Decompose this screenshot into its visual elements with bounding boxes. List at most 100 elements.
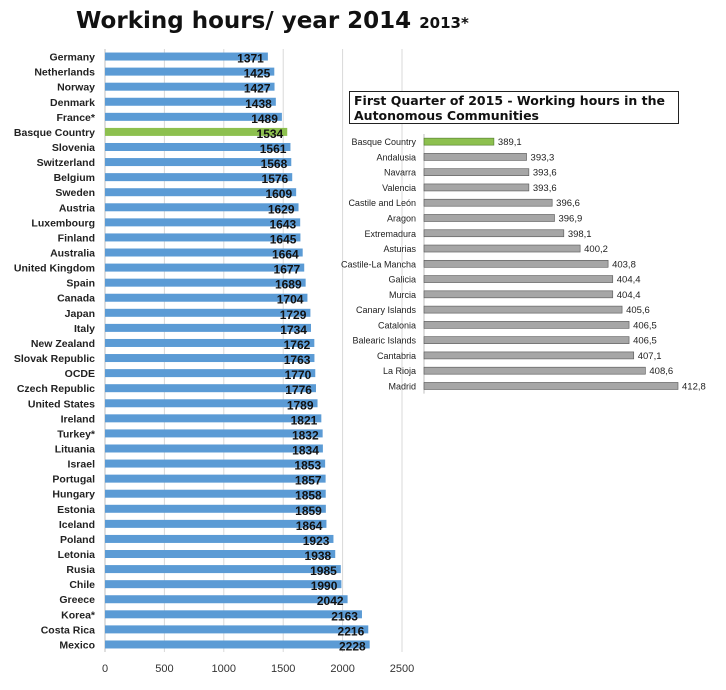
value-label: 1770 — [285, 368, 312, 382]
inset-bar-canary-islands — [423, 305, 623, 314]
value-label: 1985 — [310, 564, 337, 578]
category-label: Ireland — [61, 413, 95, 425]
inset-category-label: Basque Country — [351, 137, 416, 147]
x-tick-label: 2000 — [330, 663, 354, 675]
bar-rusia — [105, 565, 341, 574]
category-label: Korea* — [61, 609, 96, 621]
value-label: 2216 — [338, 624, 365, 638]
x-tick-label: 1000 — [212, 663, 236, 675]
value-label: 1438 — [245, 97, 272, 111]
category-label: Slovak Republic — [14, 353, 95, 365]
category-label: Iceland — [59, 519, 95, 531]
inset-value-label: 396,6 — [556, 198, 580, 209]
inset-category-label: Murcia — [389, 290, 416, 300]
category-label: Spain — [66, 278, 95, 290]
category-label: Austria — [59, 202, 95, 214]
inset-value-label: 389,1 — [498, 137, 522, 148]
value-label: 1629 — [268, 202, 295, 216]
bar-estonia — [105, 504, 326, 513]
inset-category-label: Galicia — [388, 275, 416, 285]
bar-luxembourg — [105, 218, 301, 227]
bar-costa-rica — [105, 625, 369, 634]
chart-title: Working hours/ year 2014 2013* — [76, 8, 469, 34]
bar-lituania — [105, 444, 323, 453]
x-tick-label: 500 — [155, 663, 173, 675]
category-label: Italy — [74, 323, 95, 335]
chart-title-main: Working hours/ year 2014 — [76, 8, 412, 34]
bar-new-zealand — [105, 338, 315, 347]
inset-value-label: 405,6 — [626, 305, 650, 316]
category-label: Hungary — [52, 489, 95, 501]
inset-bar-basque-country — [423, 137, 495, 146]
inset-bar-galicia — [423, 275, 614, 283]
category-label: Switzerland — [37, 157, 95, 169]
value-label: 1923 — [303, 534, 330, 548]
category-label: United States — [28, 398, 95, 410]
value-label: 1677 — [274, 263, 301, 277]
bar-switzerland — [105, 158, 292, 167]
inset-value-label: 403,8 — [612, 259, 636, 270]
main-chart-bars: Germany 1371 Netherlands 1425 Norway 1427 Denm… — [14, 52, 370, 653]
category-label: Costa Rica — [41, 624, 95, 636]
inset-value-label: 398,1 — [568, 229, 592, 240]
value-label: 1853 — [294, 459, 321, 473]
category-label: Lituania — [55, 443, 95, 455]
value-label: 1576 — [262, 172, 289, 186]
category-label: Czech Republic — [17, 383, 95, 395]
category-label: France* — [56, 112, 95, 124]
value-label: 1664 — [272, 248, 299, 262]
inset-bar-catalonia — [423, 321, 630, 329]
category-label: United Kingdom — [14, 263, 95, 275]
inset-value-label: 406,5 — [633, 336, 657, 347]
category-label: Rusia — [66, 564, 95, 576]
value-label: 1763 — [284, 353, 311, 367]
bar-korea — [105, 610, 362, 619]
inset-value-label: 406,5 — [633, 320, 657, 331]
value-label: 1990 — [311, 579, 338, 593]
inset-bar-andalusia — [423, 153, 527, 161]
category-label: Australia — [50, 248, 95, 260]
value-label: 1762 — [284, 338, 311, 352]
inset-value-label: 408,6 — [649, 366, 673, 377]
inset-category-label: Catalonia — [378, 320, 416, 330]
inset-category-label: Asturias — [383, 244, 416, 254]
category-label: Slovenia — [52, 142, 95, 154]
category-label: Belgium — [54, 172, 95, 184]
value-label: 1857 — [295, 474, 322, 488]
bar-mexico — [105, 640, 370, 649]
value-label: 1938 — [305, 549, 332, 563]
bar-slovenia — [105, 142, 291, 151]
inset-value-label: 404,4 — [617, 275, 641, 286]
bar-chile — [105, 580, 342, 589]
inset-bar-la-rioja — [423, 366, 646, 375]
category-label: Letonia — [58, 549, 95, 561]
bar-slovak-republic — [105, 354, 315, 363]
inset-value-label: 396,9 — [558, 213, 582, 224]
bar-spain — [105, 278, 306, 287]
value-label: 1534 — [257, 127, 284, 141]
value-label: 1427 — [244, 82, 271, 96]
bar-israel — [105, 459, 326, 468]
inset-category-label: La Rioja — [383, 366, 416, 376]
inset-category-label: Extremadura — [364, 229, 416, 239]
inset-bar-castile-and-le-n — [423, 198, 553, 207]
inset-bar-cantabria — [423, 351, 635, 360]
bar-poland — [105, 534, 334, 543]
bar-finland — [105, 233, 301, 242]
bar-france — [105, 112, 282, 121]
inset-bar-extremadura — [423, 229, 565, 238]
inset-bar-asturias — [423, 244, 581, 253]
inset-category-label: Navarra — [384, 168, 416, 178]
category-label: Japan — [65, 308, 95, 320]
inset-category-label: Madrid — [388, 381, 416, 391]
x-tick-label: 2500 — [390, 663, 414, 675]
bar-canada — [105, 293, 308, 302]
bar-letonia — [105, 550, 336, 559]
inset-category-label: Castile-La Mancha — [341, 259, 416, 269]
value-label: 1821 — [291, 413, 318, 427]
category-label: Netherlands — [34, 67, 95, 79]
inset-bar-castile-la-mancha — [423, 259, 609, 268]
inset-value-label: 393,6 — [533, 183, 557, 194]
category-label: Norway — [57, 82, 95, 94]
inset-value-label: 407,1 — [638, 351, 662, 362]
